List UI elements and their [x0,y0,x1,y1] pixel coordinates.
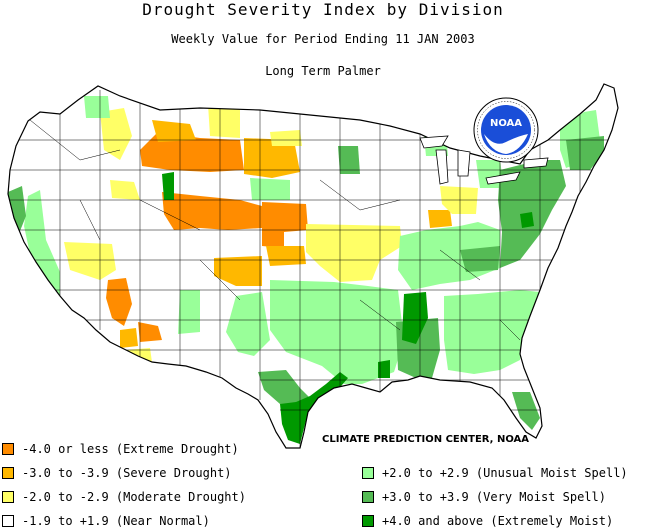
legend-swatch [2,443,14,455]
credit-label: CLIMATE PREDICTION CENTER, NOAA [322,434,530,445]
legend-swatch [2,515,14,527]
legend-swatch [362,515,374,527]
region-extreme-drought [262,202,308,248]
legend-label: -1.9 to +1.9 (Near Normal) [22,514,210,528]
region-very-moist [512,392,540,430]
region-severe-drought [428,210,452,228]
region-extreme-drought [138,322,162,342]
legend-label: -2.0 to -2.9 (Moderate Drought) [22,490,246,504]
region-severe-drought [120,328,138,348]
legend-label: -3.0 to -3.9 (Severe Drought) [22,466,232,480]
region-unusual-moist [84,96,110,118]
region-extreme-drought [162,192,262,230]
region-moderate-drought [306,224,402,282]
legend-swatch [362,467,374,479]
region-unusual-moist [250,178,290,200]
region-unusual-moist [444,290,540,374]
region-extremely-moist [520,212,534,228]
region-moderate-drought [64,242,116,280]
region-severe-drought [152,120,196,142]
legend-item: +3.0 to +3.9 (Very Moist Spell) [362,490,606,504]
legend-swatch [2,467,14,479]
legend-item: -4.0 or less (Extreme Drought) [2,442,239,456]
region-very-moist [460,246,500,272]
region-severe-drought [214,256,262,286]
region-unusual-moist [270,280,404,384]
legend-item: -3.0 to -3.9 (Severe Drought) [2,466,232,480]
legend-label: +3.0 to +3.9 (Very Moist Spell) [382,490,606,504]
region-very-moist [258,370,310,412]
division-boundaries [8,90,618,448]
legend-item: +2.0 to +2.9 (Unusual Moist Spell) [362,466,628,480]
noaa-logo-icon: NOAA [473,97,539,163]
legend-swatch [2,491,14,503]
legend-label: +4.0 and above (Extremely Moist) [382,514,614,528]
region-unusual-moist [24,190,60,296]
region-very-moist [338,146,360,174]
region-extreme-drought [140,132,244,172]
great-lakes [419,135,549,185]
region-extremely-moist [378,360,390,378]
index-name: Long Term Palmer [265,64,381,78]
region-moderate-drought [110,180,140,200]
noaa-logo-text: NOAA [490,118,522,129]
region-severe-drought [266,246,306,266]
region-moderate-drought [208,104,240,138]
region-moderate-drought [270,130,302,146]
legend-item: +4.0 and above (Extremely Moist) [362,514,613,528]
map-subtitle: Weekly Value for Period Ending 11 JAN 20… [171,32,475,46]
map-title: Drought Severity Index by Division [142,0,504,19]
region-extremely-moist [402,292,428,344]
region-very-moist [566,136,604,170]
region-unusual-moist [178,290,200,334]
legend-label: +2.0 to +2.9 (Unusual Moist Spell) [382,466,628,480]
legend-item: -2.0 to -2.9 (Moderate Drought) [2,490,246,504]
legend-label: -4.0 or less (Extreme Drought) [22,442,239,456]
region-unusual-moist [226,292,270,356]
legend-item: -1.9 to +1.9 (Near Normal) [2,514,210,528]
region-severe-drought [244,138,300,178]
region-unusual-moist [398,222,500,290]
region-very-moist [8,186,26,236]
region-moderate-drought [100,108,132,160]
region-extremely-moist [162,172,174,200]
legend-swatch [362,491,374,503]
